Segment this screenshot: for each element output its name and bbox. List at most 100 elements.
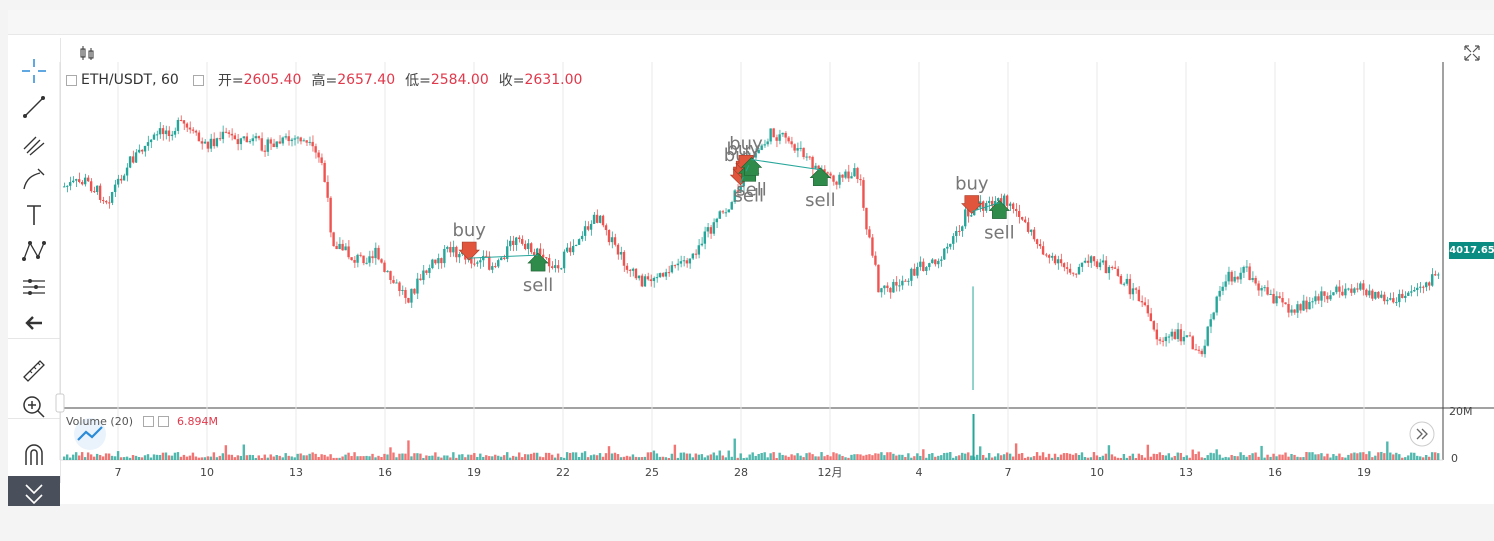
volume-bar — [473, 453, 476, 460]
last-price-label: 4017.65 — [1449, 242, 1494, 259]
crosshair-icon[interactable] — [18, 56, 50, 86]
volume-bar — [1308, 452, 1311, 460]
candle-body — [808, 156, 811, 158]
volume-bar — [275, 455, 278, 460]
volume-bar — [1266, 454, 1269, 460]
candle-body — [332, 232, 335, 247]
candle-body — [458, 254, 461, 258]
volume-bar — [63, 456, 66, 460]
fib-icon[interactable] — [18, 128, 50, 158]
candle-body — [673, 265, 677, 267]
volume-bar — [1311, 452, 1314, 460]
collapse-icon[interactable] — [66, 74, 77, 86]
volume-bar — [775, 457, 778, 460]
volume-bar — [113, 456, 117, 460]
volume-bar — [1335, 455, 1338, 460]
line-icon[interactable] — [18, 92, 50, 122]
candle-body — [446, 246, 449, 249]
volume-bar — [185, 456, 189, 460]
volume-bar — [1419, 456, 1422, 460]
volume-bar — [1281, 454, 1284, 460]
volume-bar — [377, 455, 380, 460]
candle-body — [1386, 299, 1389, 302]
candle-body — [1056, 259, 1060, 264]
volume-bar — [1152, 453, 1156, 460]
volume-bar — [431, 455, 434, 460]
candle-body — [128, 156, 132, 168]
candle-body — [850, 176, 853, 179]
volume-bar — [1101, 455, 1105, 460]
text-icon[interactable] — [18, 200, 50, 230]
volume-bar — [455, 457, 458, 460]
candle-body — [1206, 326, 1209, 346]
volume-bar — [410, 456, 413, 460]
volume-bar — [598, 453, 602, 460]
candle-body — [529, 243, 533, 253]
candle-body — [1152, 321, 1156, 330]
ruler-icon[interactable] — [18, 356, 50, 386]
volume-bar — [856, 454, 859, 460]
volume-bar — [287, 455, 290, 460]
volume-close-icon[interactable] — [158, 416, 169, 427]
candle-body — [1413, 290, 1416, 292]
candle-body — [817, 165, 820, 171]
volume-bar — [757, 453, 760, 460]
fullscreen-icon[interactable] — [1464, 45, 1480, 61]
volume-bar — [787, 456, 790, 460]
candle-body — [1260, 288, 1263, 291]
volume-bar — [1155, 454, 1159, 460]
volume-bar — [1011, 456, 1015, 460]
volume-bar — [961, 452, 964, 460]
candle-type-icon[interactable] — [80, 46, 94, 60]
volume-bar — [122, 457, 126, 460]
settings-icon[interactable] — [192, 74, 204, 86]
candle-body — [730, 202, 733, 210]
candle-body — [173, 130, 177, 135]
candle-body — [987, 200, 991, 204]
volume-bar — [290, 456, 293, 460]
toolbar-separator — [8, 338, 60, 339]
volume-bar — [562, 457, 566, 460]
candle-body — [712, 222, 715, 234]
candle-body — [1281, 297, 1284, 303]
measure-lines-icon[interactable] — [18, 272, 50, 302]
candle-body — [544, 257, 548, 259]
hide-icon[interactable] — [8, 476, 60, 506]
volume-bar — [1197, 451, 1200, 460]
volume-bar — [976, 454, 979, 460]
candle-body — [149, 139, 153, 143]
candle-body — [895, 281, 898, 286]
volume-bar — [137, 457, 141, 460]
candle-body — [922, 261, 925, 271]
volume-bar — [326, 456, 329, 460]
x-tick-label: 25 — [645, 466, 659, 479]
candle-body — [1344, 288, 1347, 296]
back-arrow-icon[interactable] — [18, 308, 50, 338]
volume-bar — [880, 452, 883, 460]
candle-body — [1257, 283, 1260, 291]
candle-body — [1230, 271, 1233, 282]
brush-icon[interactable] — [18, 164, 50, 194]
pane-resize-handle[interactable] — [55, 393, 65, 413]
zoom-icon[interactable] — [18, 392, 50, 422]
candle-body — [131, 156, 135, 163]
volume-bar — [592, 454, 596, 460]
magnet-icon[interactable] — [18, 440, 50, 470]
volume-bar — [1056, 457, 1060, 460]
volume-bar — [158, 455, 162, 460]
volume-bar — [1089, 457, 1093, 460]
volume-settings-icon[interactable] — [143, 416, 154, 427]
candle-body — [1038, 244, 1042, 247]
volume-bar — [1002, 454, 1006, 460]
volume-bar — [631, 454, 635, 460]
chart-canvas[interactable]: 7 10 13 16 19 22 25 28 12月 4 7 10 13 16 19buysellbuybu… — [8, 10, 1494, 504]
volume-bar — [1185, 455, 1188, 460]
candle-body — [967, 209, 970, 217]
candle-body — [377, 247, 380, 260]
volume-bar — [760, 452, 763, 460]
volume-bar — [1338, 453, 1341, 460]
volume-bar — [497, 455, 500, 460]
candle-body — [1227, 271, 1230, 282]
pattern-icon[interactable] — [18, 236, 50, 266]
volume-bar — [221, 453, 225, 460]
